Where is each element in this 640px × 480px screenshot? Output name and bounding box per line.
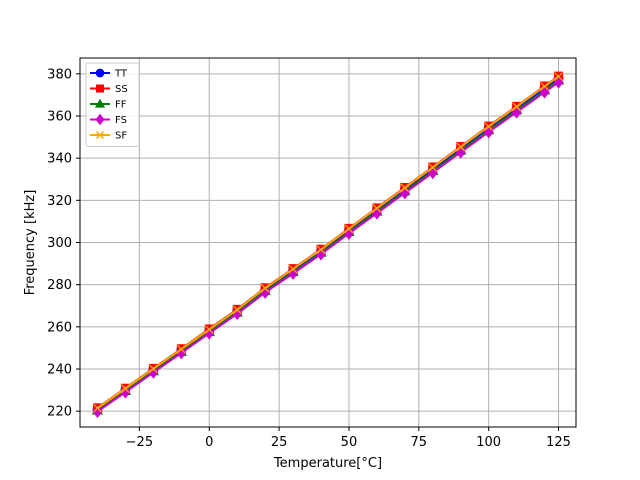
legend-entry-ff: FF bbox=[90, 98, 127, 111]
data-point bbox=[456, 142, 466, 152]
data-point bbox=[120, 384, 130, 394]
legend-label: SS bbox=[115, 84, 128, 95]
data-point bbox=[400, 183, 410, 193]
y-tick-label: 320 bbox=[47, 194, 72, 209]
data-point bbox=[93, 403, 102, 413]
data-point bbox=[96, 84, 104, 93]
y-tick-label: 240 bbox=[47, 363, 72, 378]
data-point bbox=[148, 364, 158, 374]
legend-entry-sf: SF bbox=[90, 131, 127, 142]
legend-label: FF bbox=[115, 100, 127, 111]
legend-label: SF bbox=[115, 131, 127, 142]
data-point bbox=[428, 162, 438, 172]
legend-label: FS bbox=[115, 115, 127, 126]
x-tick-label: 100 bbox=[476, 435, 501, 450]
series-layer bbox=[91, 71, 565, 419]
y-tick-label: 340 bbox=[47, 152, 72, 167]
x-tick-label: −25 bbox=[126, 435, 153, 450]
y-tick-label: 360 bbox=[47, 109, 72, 124]
x-tick-label: 125 bbox=[546, 435, 571, 450]
x-axis-label: Temperature[°C] bbox=[273, 456, 382, 471]
data-point bbox=[232, 305, 242, 315]
data-point bbox=[484, 122, 494, 131]
data-point bbox=[95, 68, 105, 78]
data-point bbox=[288, 264, 298, 274]
axis-ticks: −25 0 25 50 75 100 125 220 240 260 280 300 320 340 360… bbox=[47, 67, 571, 450]
y-axis-label: Frequency [kHz] bbox=[23, 190, 38, 296]
data-point bbox=[95, 113, 105, 126]
grid bbox=[80, 58, 576, 427]
x-tick-label: 75 bbox=[411, 435, 428, 450]
data-point bbox=[92, 405, 103, 419]
data-point bbox=[260, 283, 270, 293]
y-tick-label: 260 bbox=[47, 320, 72, 335]
y-tick-label: 300 bbox=[47, 236, 72, 251]
legend-label: TT bbox=[114, 69, 128, 80]
x-tick-label: 0 bbox=[205, 435, 213, 450]
data-point bbox=[554, 72, 563, 82]
x-tick-label: 25 bbox=[271, 435, 288, 450]
data-point bbox=[316, 245, 326, 255]
x-tick-label: 50 bbox=[341, 435, 358, 450]
data-point bbox=[204, 325, 214, 335]
data-point bbox=[372, 203, 382, 213]
data-point bbox=[540, 82, 550, 91]
legend-entry-tt: TT bbox=[90, 69, 128, 80]
legend-entry-fs: FS bbox=[90, 113, 127, 126]
legend: TT SS FF FS SF bbox=[85, 62, 140, 147]
series-sf bbox=[93, 72, 563, 413]
data-point bbox=[96, 131, 104, 139]
legend-entry-ss: SS bbox=[90, 84, 128, 95]
data-point bbox=[512, 102, 522, 112]
data-point bbox=[344, 224, 354, 234]
series-line bbox=[96, 81, 560, 413]
y-tick-label: 280 bbox=[47, 278, 72, 293]
data-point bbox=[176, 344, 186, 354]
y-tick-label: 380 bbox=[47, 67, 72, 82]
series-line bbox=[96, 75, 560, 410]
legend-box bbox=[85, 62, 140, 147]
y-tick-label: 220 bbox=[47, 405, 72, 420]
data-point bbox=[94, 98, 106, 108]
